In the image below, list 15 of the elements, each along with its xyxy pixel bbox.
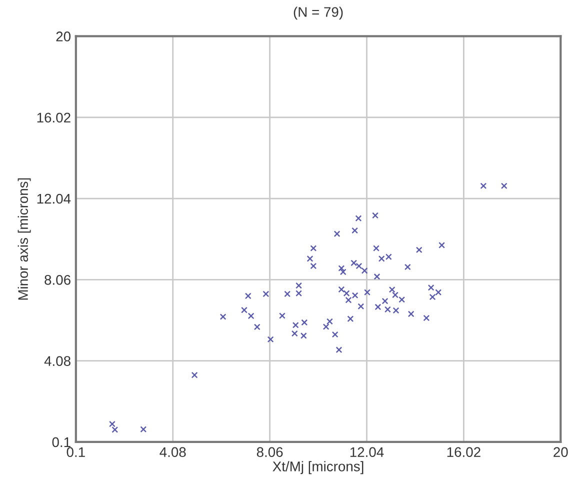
x-tick-label: 0.1 [66, 447, 85, 458]
y-tick-label: 0.1 [52, 437, 70, 448]
x-tick-label: 4.08 [160, 447, 186, 458]
x-tick-label: 12.04 [350, 447, 384, 458]
x-tick-label: 8.06 [256, 447, 283, 458]
x-tick-label: 20 [554, 447, 568, 458]
chart-title: (N = 79) [294, 6, 343, 20]
x-tick-label: 16.02 [447, 447, 480, 458]
y-tick-label: 16.02 [37, 112, 70, 123]
y-axis-title: Minor axis [microns] [18, 178, 31, 300]
y-tick-label: 8.06 [44, 274, 70, 285]
y-tick-label: 4.08 [44, 356, 70, 366]
y-tick-label: 20 [56, 32, 71, 42]
y-tick-label: 12.04 [37, 194, 71, 204]
x-axis-title: Xt/Mj [microns] [272, 461, 364, 474]
